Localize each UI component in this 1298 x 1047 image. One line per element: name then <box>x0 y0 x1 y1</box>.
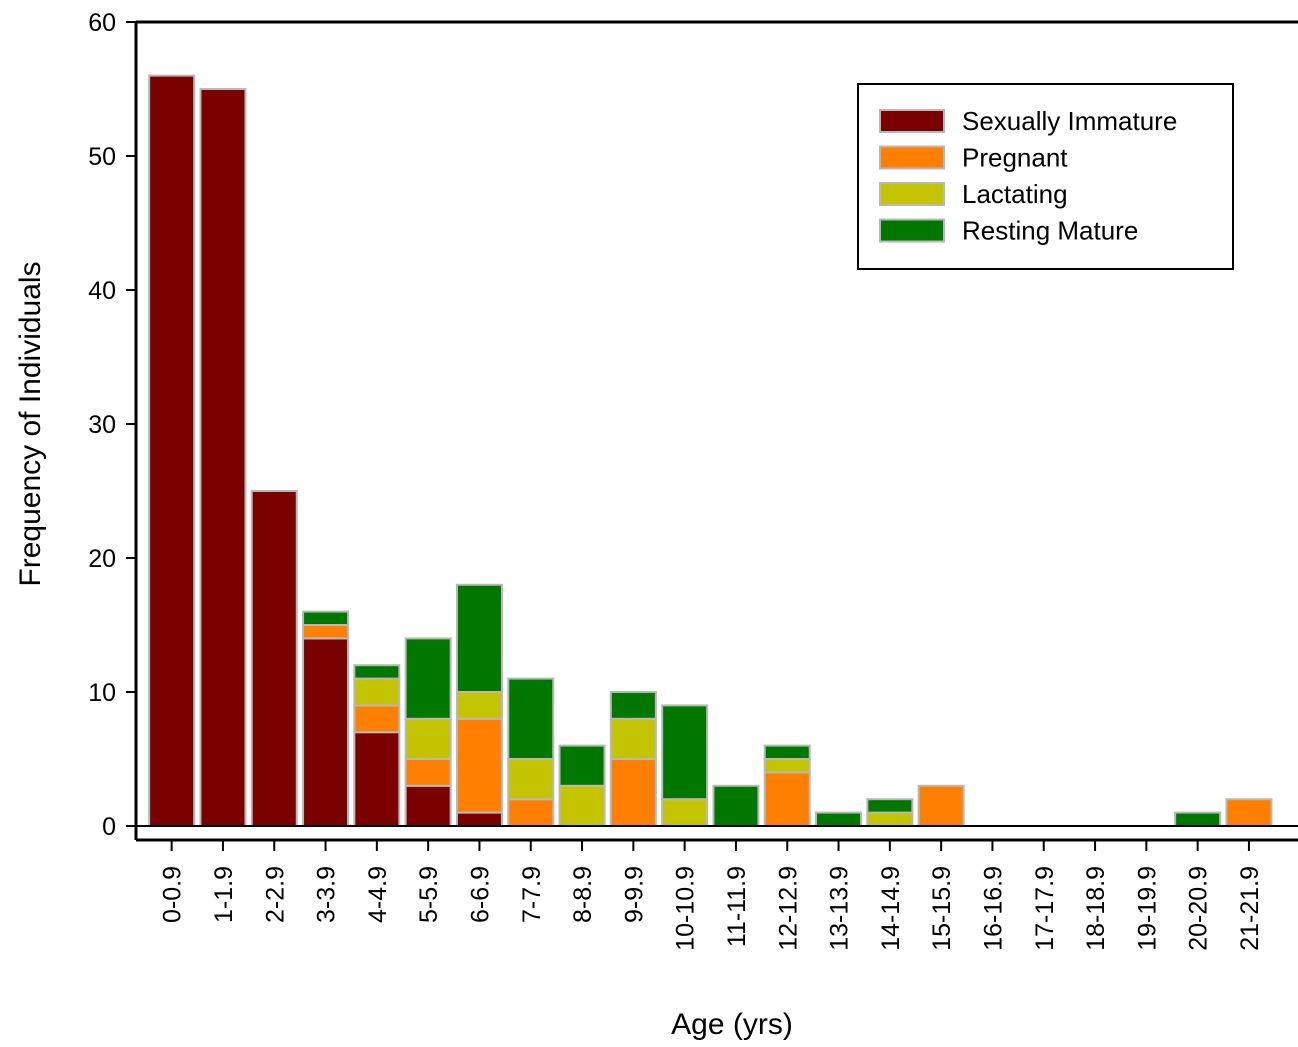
x-tick-label: 15-15.9 <box>928 866 956 951</box>
bar-1-1-9-sexually-immature <box>199 88 247 827</box>
axes-layer: 0 10 20 30 40 50 60 0-0.9 1-1.9 2-2.9 3-3.9 4-4.9 5-… <box>88 9 1298 951</box>
bar-2-2-9-sexually-immature <box>250 490 298 827</box>
x-tick-label: 4-4.9 <box>364 866 392 923</box>
legend-label-resting-mature: Resting Mature <box>962 216 1138 246</box>
legend-swatch-pregnant <box>879 145 945 170</box>
x-tick-label: 0-0.9 <box>159 866 187 923</box>
bar-7-7-9-pregnant <box>507 798 555 828</box>
x-tick-label: 12-12.9 <box>774 866 802 951</box>
bar-10-10-9-resting-mature <box>661 704 709 801</box>
bar-5-5-9-resting-mature <box>404 637 452 720</box>
bar-9-9-9-lactating <box>609 717 657 760</box>
x-tick-label: 19-19.9 <box>1133 866 1161 951</box>
x-tick-label: 8-8.9 <box>569 866 597 923</box>
x-tick-label: 11-11.9 <box>723 866 751 947</box>
bar-11-11-9-resting-mature <box>712 784 760 827</box>
bar-5-5-9-sexually-immature <box>404 784 452 827</box>
legend-swatch-sexually-immature <box>879 109 945 133</box>
bar-14-14-9-lactating <box>866 811 914 827</box>
x-tick-label: 10-10.9 <box>672 866 700 951</box>
bar-4-4-9-pregnant <box>353 704 401 734</box>
bar-10-10-9-lactating <box>661 798 709 828</box>
bar-13-13-9-resting-mature <box>815 811 863 827</box>
x-tick-label: 2-2.9 <box>261 866 289 923</box>
y-tick-label: 0 <box>102 813 116 841</box>
bar-7-7-9-resting-mature <box>507 677 555 760</box>
bar-4-4-9-lactating <box>353 677 401 707</box>
bar-4-4-9-resting-mature <box>353 664 401 680</box>
bar-21-21-9-pregnant <box>1225 798 1273 828</box>
bar-6-6-9-lactating <box>455 691 503 720</box>
legend-label-pregnant: Pregnant <box>962 143 1068 173</box>
bar-8-8-9-lactating <box>558 784 606 827</box>
bar-3-3-9-sexually-immature <box>302 637 350 828</box>
x-tick-label: 1-1.9 <box>210 866 238 923</box>
y-tick-label: 60 <box>88 9 116 37</box>
bar-12-12-9-lactating <box>763 758 811 774</box>
bar-4-4-9-sexually-immature <box>353 731 401 828</box>
legend-label-sexually-immature: Sexually Immature <box>962 106 1177 136</box>
bar-3-3-9-resting-mature <box>302 610 350 626</box>
x-tick-label: 20-20.9 <box>1185 866 1213 951</box>
bars-layer <box>148 74 1273 828</box>
x-tick-label: 17-17.9 <box>1031 866 1059 951</box>
bar-0-0-9-sexually-immature <box>148 74 196 828</box>
bar-3-3-9-pregnant <box>302 624 350 640</box>
y-tick-label: 20 <box>88 545 116 573</box>
bar-5-5-9-pregnant <box>404 758 452 787</box>
bar-6-6-9-resting-mature <box>455 583 503 693</box>
y-tick-label: 10 <box>88 679 116 707</box>
bar-14-14-9-resting-mature <box>866 798 914 814</box>
x-tick-label: 21-21.9 <box>1236 866 1264 951</box>
legend-swatch-lactating <box>879 182 945 206</box>
x-tick-label: 6-6.9 <box>466 866 494 923</box>
x-tick-label: 9-9.9 <box>620 866 648 923</box>
x-axis-title: Age (yrs) <box>671 1008 793 1041</box>
x-tick-label: 13-13.9 <box>826 866 854 951</box>
bar-8-8-9-resting-mature <box>558 744 606 787</box>
bar-7-7-9-lactating <box>507 758 555 801</box>
x-tick-label: 18-18.9 <box>1082 866 1110 951</box>
bar-9-9-9-resting-mature <box>609 691 657 720</box>
bar-6-6-9-pregnant <box>455 717 503 814</box>
x-tick-label: 3-3.9 <box>313 866 341 923</box>
bar-12-12-9-pregnant <box>763 771 811 828</box>
bar-20-20-9-resting-mature <box>1174 811 1222 827</box>
x-tick-label: 7-7.9 <box>518 866 546 923</box>
bar-5-5-9-lactating <box>404 717 452 760</box>
bar-6-6-9-sexually-immature <box>455 811 503 827</box>
x-tick-label: 5-5.9 <box>415 866 443 923</box>
y-tick-label: 50 <box>88 143 116 171</box>
legend-swatch-resting-mature <box>879 218 945 243</box>
bar-15-15-9-pregnant <box>917 784 965 827</box>
y-axis-title: Frequency of Individuals <box>14 261 47 586</box>
bar-9-9-9-pregnant <box>609 758 657 827</box>
bar-12-12-9-resting-mature <box>763 744 811 760</box>
legend-label-lactating: Lactating <box>962 179 1068 209</box>
y-tick-label: 30 <box>88 411 116 439</box>
x-tick-label: 14-14.9 <box>877 866 905 951</box>
y-tick-label: 40 <box>88 277 116 305</box>
legend: Sexually Immature Pregnant Lactating Restin… <box>857 83 1234 270</box>
x-tick-label: 16-16.9 <box>979 866 1007 951</box>
